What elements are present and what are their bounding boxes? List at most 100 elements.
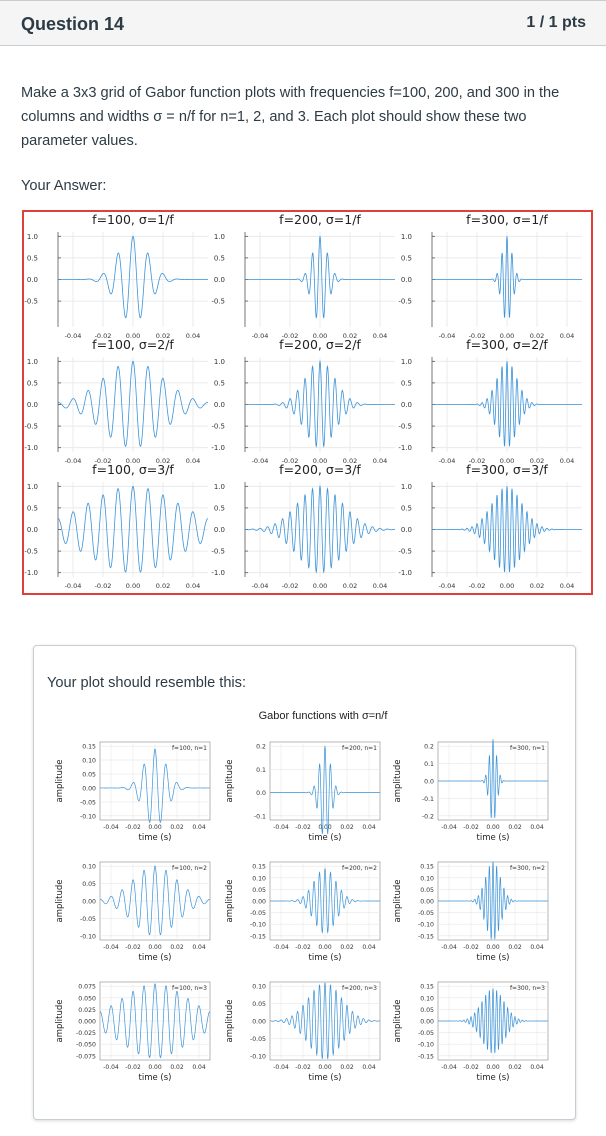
- x-tick-label: 0.02: [343, 332, 357, 340]
- y-tick-label: 0.05: [82, 881, 96, 888]
- x-tick-label: 0.04: [373, 332, 387, 340]
- x-tick-label: 0.04: [373, 457, 387, 465]
- y-tick-label: 0.00: [82, 899, 96, 906]
- x-tick-label: 0.00: [313, 582, 327, 590]
- panel-legend-label: f=300, n=2: [510, 865, 545, 872]
- x-tick-label: 0.02: [156, 457, 170, 465]
- y-tick-label: 0.10: [420, 995, 434, 1002]
- y-tick-label: 0.10: [252, 875, 266, 882]
- y-tick-label: 0.0: [214, 526, 225, 534]
- panel-legend-label: f=300, n=3: [510, 985, 545, 992]
- gabor-series-line: [58, 235, 208, 319]
- x-tick-label: -0.04: [65, 332, 82, 340]
- y-axis-label: amplitude: [393, 760, 403, 803]
- gabor-series-line: [270, 746, 380, 835]
- y-tick-label: 0.5: [401, 254, 412, 262]
- y-tick-label: -0.05: [250, 910, 266, 917]
- question-points: 1 / 1 pts: [526, 14, 586, 31]
- x-tick-label: 0.04: [530, 824, 544, 831]
- x-tick-label: -0.02: [469, 457, 486, 465]
- y-tick-label: -0.5: [398, 548, 412, 556]
- panel-legend-label: f=100, n=2: [172, 865, 207, 872]
- y-tick-label: -0.10: [418, 1042, 434, 1049]
- reference-panel: 0.15 0.10 0.05 0.00 -0.05 -0.10 -0.15 -0.04 -0.0…: [393, 861, 549, 963]
- y-tick-label: 0.0: [27, 401, 38, 409]
- answer-panel: 1.0 0.5 0.0 -0.5 -1.0 -0.04 -0.02 0.00 0.02 0.04 f…: [24, 337, 209, 465]
- y-tick-label: -0.10: [80, 933, 96, 940]
- gabor-series-line: [432, 486, 582, 573]
- x-tick-label: -0.04: [65, 582, 82, 590]
- x-tick-label: -0.04: [252, 457, 269, 465]
- reference-card: Your plot should resemble this: Gabor fu…: [33, 645, 576, 1120]
- y-tick-label: 0.5: [401, 379, 412, 387]
- reference-panel: 0.15 0.10 0.05 0.00 -0.05 -0.10 -0.15 -0.04 -0.0…: [393, 981, 549, 1083]
- x-tick-label: -0.02: [463, 944, 479, 951]
- x-tick-label: -0.04: [273, 1064, 289, 1071]
- y-tick-label: 0.5: [214, 254, 225, 262]
- y-tick-label: -1.0: [211, 569, 225, 577]
- x-tick-label: 0.00: [486, 1064, 500, 1071]
- x-axis-label: time (s): [309, 833, 342, 843]
- y-tick-label: 0.000: [78, 1019, 96, 1026]
- x-tick-label: 0.02: [170, 824, 184, 831]
- x-axis-label: time (s): [477, 833, 510, 843]
- y-tick-label: -0.025: [76, 1030, 96, 1037]
- y-tick-label: -1.0: [211, 444, 225, 452]
- panel-legend-label: f=200, n=1: [342, 745, 377, 752]
- panel-title: f=300, σ=2/f: [466, 337, 548, 352]
- x-tick-label: 0.04: [560, 332, 574, 340]
- x-axis-label: time (s): [477, 1073, 510, 1083]
- x-axis-label: time (s): [477, 953, 510, 963]
- answer-panel: 1.0 0.5 0.0 -0.5 -1.0 -0.04 -0.02 0.00 0.02 0.04 f…: [398, 337, 582, 465]
- x-tick-label: -0.04: [103, 824, 119, 831]
- x-tick-label: 0.04: [186, 332, 200, 340]
- x-tick-label: 0.02: [340, 944, 354, 951]
- y-tick-label: -0.05: [80, 916, 96, 923]
- y-tick-label: -0.15: [418, 933, 434, 940]
- x-tick-label: 0.02: [508, 944, 522, 951]
- y-axis-label: amplitude: [393, 1000, 403, 1043]
- panel-legend-label: f=100, n=1: [172, 745, 207, 752]
- x-tick-label: 0.04: [373, 582, 387, 590]
- x-tick-label: 0.02: [156, 582, 170, 590]
- y-tick-label: -0.5: [398, 423, 412, 431]
- x-tick-label: 0.00: [318, 944, 332, 951]
- x-tick-label: -0.04: [103, 1064, 119, 1071]
- y-tick-label: -0.050: [76, 1042, 96, 1049]
- panel-legend-label: f=300, n=1: [510, 745, 545, 752]
- x-tick-label: 0.00: [318, 824, 332, 831]
- y-tick-label: 0.00: [252, 1019, 266, 1026]
- y-tick-label: -0.10: [418, 922, 434, 929]
- panel-title: f=100, σ=1/f: [92, 212, 174, 227]
- gabor-series-line: [245, 359, 395, 448]
- x-tick-label: -0.04: [252, 582, 269, 590]
- gabor-series-line: [245, 236, 395, 319]
- gabor-series-line: [245, 484, 395, 574]
- x-tick-label: 0.02: [343, 582, 357, 590]
- x-tick-label: -0.04: [252, 332, 269, 340]
- y-tick-label: -0.10: [80, 813, 96, 820]
- panel-title: f=300, σ=3/f: [466, 462, 548, 477]
- y-axis-label: amplitude: [393, 880, 403, 923]
- y-tick-label: 0.10: [82, 864, 96, 871]
- question-prompt: Make a 3x3 grid of Gabor function plots …: [21, 85, 560, 149]
- x-tick-label: 0.00: [313, 332, 327, 340]
- x-axis-label: time (s): [309, 953, 342, 963]
- y-tick-label: 0.0: [214, 401, 225, 409]
- reference-panel: 0.2 0.1 0.0 -0.1 -0.04 -0.02 0.00 0.02 0.04 f=200…: [225, 741, 381, 843]
- answer-panel: 1.0 0.5 0.0 -0.5 -0.04 -0.02 0.00 0.02 0.04 f=200…: [211, 212, 395, 340]
- y-tick-label: -0.05: [418, 910, 434, 917]
- x-tick-label: -0.04: [273, 944, 289, 951]
- y-tick-label: -0.5: [398, 298, 412, 306]
- panel-title: f=200, σ=3/f: [279, 462, 361, 477]
- y-tick-label: 1.0: [27, 358, 38, 366]
- x-tick-label: -0.02: [125, 824, 141, 831]
- x-tick-label: 0.00: [500, 332, 514, 340]
- y-tick-label: 0.05: [420, 1007, 434, 1014]
- x-tick-label: -0.02: [95, 457, 112, 465]
- reference-panel: 0.10 0.05 0.00 -0.05 -0.10 -0.04 -0.02 0.00 0.02…: [225, 981, 381, 1083]
- x-tick-label: -0.04: [273, 824, 289, 831]
- x-tick-label: -0.04: [441, 1064, 457, 1071]
- x-tick-label: 0.02: [170, 944, 184, 951]
- x-tick-label: 0.00: [318, 1064, 332, 1071]
